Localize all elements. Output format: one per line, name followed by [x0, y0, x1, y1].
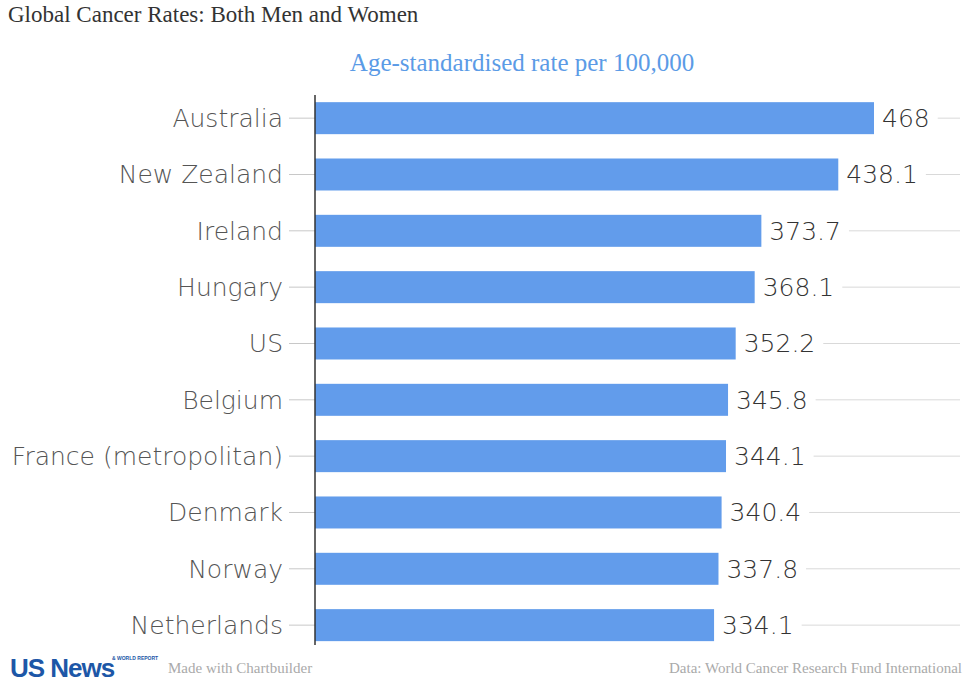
bar — [315, 553, 718, 585]
data-label: 345.8 — [736, 386, 808, 415]
logo: US News — [10, 653, 115, 680]
guide-line — [806, 568, 960, 569]
source: Data: World Cancer Research Fund Interna… — [669, 660, 962, 676]
category-label: Hungary — [177, 273, 283, 302]
category-label: Ireland — [197, 217, 283, 246]
bar — [315, 440, 726, 472]
data-label: 438.1 — [846, 160, 918, 189]
bars — [315, 102, 874, 641]
category-tick — [289, 118, 315, 119]
guide-line — [823, 343, 960, 344]
data-labels: 468 438.1373.7 368.1 352.2 345.8 344.1 340.4 33… — [722, 104, 960, 640]
data-label: 373.7 — [769, 217, 841, 246]
bar — [315, 327, 736, 359]
title: Global Cancer Rates: Both Men and Women — [8, 2, 419, 27]
bar — [315, 215, 761, 247]
category-tick — [289, 230, 315, 231]
data-label: 337.8 — [726, 555, 798, 584]
category-label: New Zealand — [119, 160, 283, 189]
data-label: 352.2 — [744, 329, 816, 358]
category-label: Belgium — [182, 386, 283, 415]
data-label: 344.1 — [734, 442, 806, 471]
category-label: US — [249, 329, 283, 358]
chart: Global Cancer Rates: Both Men and Women A… — [0, 0, 970, 680]
data-label: 368.1 — [763, 273, 835, 302]
category-tick — [289, 568, 315, 569]
category-label: Netherlands — [131, 611, 283, 640]
category-tick — [289, 456, 315, 457]
guide-line — [842, 287, 960, 288]
category-label: Australia — [172, 104, 283, 133]
bar — [315, 496, 722, 528]
logo-sub: & WORLD REPORT — [112, 655, 158, 661]
guide-line — [849, 230, 960, 231]
category-tick — [289, 625, 315, 626]
credit: Made with Chartbuilder — [168, 660, 312, 676]
category-label: France (metropolitan) — [12, 442, 283, 471]
category-tick — [289, 512, 315, 513]
bar — [315, 271, 755, 303]
category-label: Denmark — [168, 498, 283, 527]
bar — [315, 158, 838, 190]
category-tick — [289, 399, 315, 400]
category-label: Norway — [188, 555, 283, 584]
guide-line — [802, 625, 960, 626]
data-label: 468 — [882, 104, 930, 133]
guide-line — [816, 399, 960, 400]
bar — [315, 102, 874, 134]
data-label: 340.4 — [730, 498, 802, 527]
guide-line — [809, 512, 960, 513]
category-tick — [289, 343, 315, 344]
axis-line — [314, 95, 316, 645]
guide-line — [814, 456, 960, 457]
category-tick — [289, 174, 315, 175]
guide-line — [926, 174, 960, 175]
data-label: 334.1 — [722, 611, 794, 640]
bar — [315, 384, 728, 416]
subtitle: Age-standardised rate per 100,000 — [350, 49, 694, 76]
category-tick — [289, 287, 315, 288]
bar — [315, 609, 714, 641]
category-labels: Australia New Zealand Ireland Hungary US Belg… — [12, 104, 315, 640]
guide-line — [938, 118, 960, 119]
